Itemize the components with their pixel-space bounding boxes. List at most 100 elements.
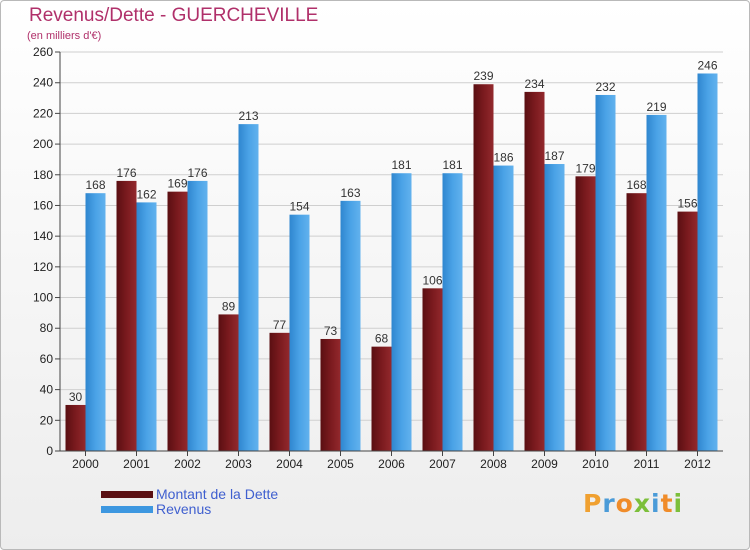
bar-debt — [626, 193, 647, 451]
bar-revenue — [646, 114, 667, 452]
value-label-debt: 106 — [422, 273, 442, 287]
value-label-revenue: 246 — [697, 58, 717, 72]
logo-letter: i — [673, 489, 684, 518]
bar-debt — [677, 211, 698, 451]
y-tick-label: 100 — [33, 291, 53, 305]
legend-label-revenue: Revenus — [156, 501, 212, 517]
logo-letter: o — [615, 489, 634, 518]
y-tick-label: 20 — [40, 413, 54, 427]
bar-debt — [524, 91, 545, 452]
value-label-debt: 234 — [524, 77, 544, 91]
value-label-debt: 30 — [69, 390, 83, 404]
value-label-revenue: 232 — [595, 80, 615, 94]
value-label-revenue: 219 — [646, 100, 666, 114]
bar-revenue — [391, 173, 412, 451]
value-label-revenue: 154 — [289, 200, 309, 214]
x-tick-label: 2004 — [276, 457, 303, 471]
bar-revenue — [289, 214, 310, 451]
value-label-revenue: 168 — [85, 178, 105, 192]
bar-debt — [473, 84, 494, 451]
value-label-debt: 89 — [222, 299, 236, 313]
bar-revenue — [595, 94, 616, 451]
y-tick-label: 140 — [33, 229, 53, 243]
legend-item-revenue: Revenus — [101, 501, 211, 517]
x-tick-label: 2010 — [582, 457, 609, 471]
value-label-revenue: 186 — [493, 151, 513, 165]
value-label-revenue: 181 — [391, 158, 411, 172]
x-tick-label: 2006 — [378, 457, 405, 471]
x-tick-label: 2002 — [174, 457, 201, 471]
bar-debt — [116, 180, 137, 451]
y-tick-label: 120 — [33, 260, 53, 274]
value-label-revenue: 176 — [187, 166, 207, 180]
y-tick-label: 260 — [33, 45, 53, 59]
chart-subtitle: (en milliers d'€) — [27, 30, 102, 42]
logo-letter: t — [660, 489, 674, 518]
value-label-revenue: 213 — [238, 109, 258, 123]
x-tick-label: 2001 — [123, 457, 150, 471]
logo-letter: P — [583, 489, 603, 518]
bar-revenue — [187, 180, 208, 451]
x-tick-label: 2012 — [684, 457, 711, 471]
y-tick-label: 160 — [33, 198, 53, 212]
y-tick-label: 180 — [33, 168, 53, 182]
value-label-revenue: 187 — [544, 149, 564, 163]
value-labels: 3016817616216917689213771547316368181106… — [69, 58, 718, 403]
y-tick-label: 0 — [46, 444, 53, 458]
bar-debt — [65, 404, 86, 451]
bar-debt — [218, 314, 239, 451]
value-label-revenue: 181 — [442, 158, 462, 172]
x-tick-label: 2007 — [429, 457, 456, 471]
value-label-debt: 168 — [626, 178, 646, 192]
y-tick-label: 240 — [33, 76, 53, 90]
y-tick-label: 220 — [33, 106, 53, 120]
legend-label-debt: Montant de la Dette — [156, 486, 279, 502]
value-label-debt: 169 — [167, 177, 187, 191]
value-label-debt: 176 — [116, 166, 136, 180]
value-label-revenue: 162 — [136, 187, 156, 201]
legend-item-debt: Montant de la Dette — [101, 486, 278, 502]
logo-letter: x — [633, 489, 651, 518]
bar-revenue — [493, 165, 514, 452]
value-label-debt: 77 — [273, 318, 287, 332]
bar-debt — [167, 191, 188, 451]
legend-swatch-revenue — [101, 505, 153, 513]
bar-debt — [320, 338, 341, 451]
bar-debt — [371, 346, 392, 451]
bar-debt — [422, 288, 443, 451]
x-tick-label: 2011 — [634, 457, 660, 471]
x-tick-label: 2009 — [531, 457, 558, 471]
value-label-debt: 73 — [324, 324, 338, 338]
x-tick-label: 2008 — [480, 457, 507, 471]
axes: 0 20 40 60 80 100 120 140 160 180 200 220 240 260 2000… — [33, 45, 723, 471]
logo-letter: r — [602, 489, 616, 518]
bar-revenue — [340, 200, 361, 451]
bar-revenue — [544, 164, 565, 451]
y-tick-label: 40 — [40, 383, 54, 397]
logo-letter: i — [651, 489, 661, 518]
x-tick-label: 2003 — [225, 457, 252, 471]
value-label-debt: 179 — [575, 161, 595, 175]
bar-revenue — [697, 73, 718, 451]
proxiti-logo: Proxiti — [583, 489, 683, 518]
value-label-debt: 239 — [473, 69, 493, 83]
value-label-debt: 68 — [375, 332, 389, 346]
bars — [65, 73, 718, 452]
x-tick-label: 2000 — [72, 457, 99, 471]
bar-debt — [575, 176, 596, 452]
y-tick-label: 60 — [40, 352, 54, 366]
x-tick-label: 2005 — [327, 457, 354, 471]
chart-title: Revenus/Dette - GUERCHEVILLE — [29, 5, 319, 26]
bar-revenue — [442, 173, 463, 451]
bar-revenue — [136, 202, 157, 451]
bar-debt — [269, 332, 290, 451]
y-tick-label: 80 — [40, 321, 54, 335]
bar-revenue — [85, 193, 106, 451]
value-label-debt: 156 — [677, 197, 697, 211]
bar-revenue — [238, 124, 259, 451]
y-tick-label: 200 — [33, 137, 53, 151]
value-label-revenue: 163 — [340, 186, 360, 200]
legend-swatch-debt — [101, 490, 153, 498]
